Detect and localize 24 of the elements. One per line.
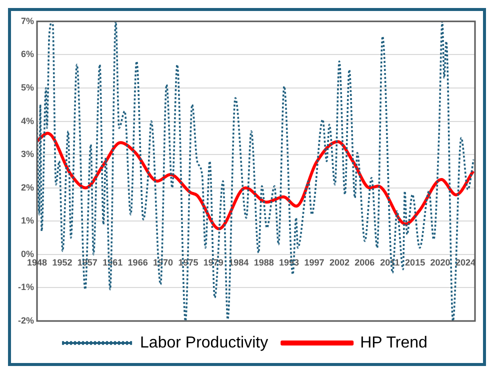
x-tick-label: 2006	[354, 257, 375, 268]
y-tick-label: 0%	[20, 248, 34, 259]
x-tick-label: 1988	[254, 257, 274, 268]
x-tick-label: 2002	[329, 257, 350, 268]
x-tick-label: 1975	[178, 257, 198, 268]
y-tick-label: 5%	[20, 82, 34, 92]
legend-label: Labor Productivity	[140, 334, 268, 352]
legend-label: HP Trend	[360, 334, 428, 352]
x-tick-label: 1952	[52, 257, 72, 268]
y-tick-label: 7%	[20, 16, 34, 26]
x-tick-label: 1966	[128, 257, 148, 268]
x-tick-label: 2015	[405, 257, 426, 268]
y-tick-label: 1%	[20, 216, 34, 226]
y-tick-label: 4%	[20, 116, 34, 126]
y-tick-label: 2%	[20, 182, 34, 192]
x-tick-label: 1993	[279, 257, 300, 268]
y-tick-label: 3%	[20, 149, 34, 160]
x-tick-label: 1984	[228, 257, 249, 268]
x-tick-label: 1997	[304, 257, 324, 268]
y-tick-label: -1%	[18, 282, 34, 292]
y-tick-label: -2%	[18, 315, 34, 326]
x-tick-label: 2020	[430, 257, 450, 268]
y-tick-label: 6%	[20, 49, 34, 60]
x-tick-label: 2024	[455, 257, 476, 268]
